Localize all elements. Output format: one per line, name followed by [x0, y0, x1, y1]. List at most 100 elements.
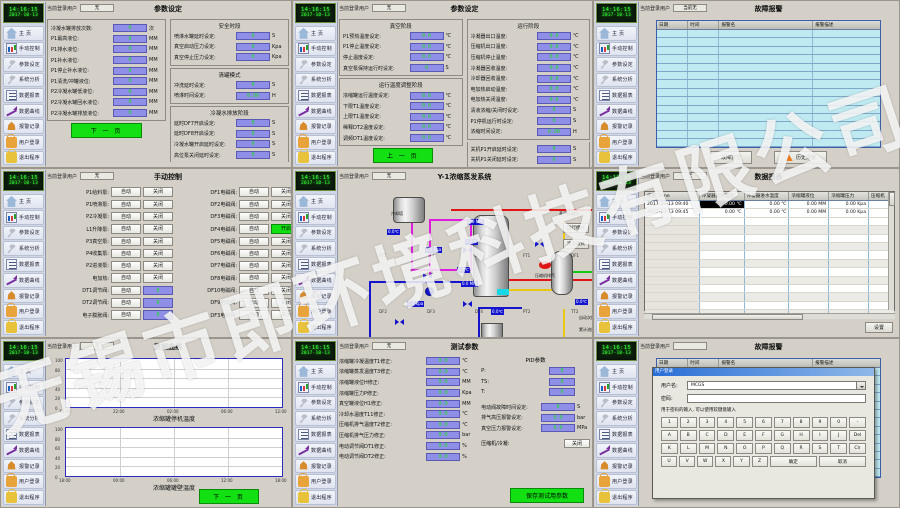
state-toggle-button[interactable]: 关闭 — [271, 261, 291, 271]
auto-mode-button[interactable]: 自动 — [239, 224, 269, 234]
key-o[interactable]: O — [736, 443, 754, 454]
sidebar-item-user-login[interactable]: 用户登录 — [295, 133, 336, 150]
key-c[interactable]: C — [698, 430, 716, 441]
key-n[interactable]: N — [717, 443, 735, 454]
sidebar-item-parameter-settings[interactable]: 参数设定 — [596, 395, 637, 411]
sidebar-item-alarm-record[interactable]: 报警记录 — [596, 119, 637, 134]
value-field[interactable]: 0.0 — [426, 431, 461, 440]
key-8[interactable]: 8 — [792, 417, 810, 428]
sidebar-item-alarm-record[interactable]: 报警记录 — [3, 119, 44, 134]
sidebar-item-user-login[interactable]: 用户登录 — [596, 303, 637, 320]
state-toggle-button[interactable]: 关闭 — [143, 248, 173, 259]
sidebar-item-manual-control[interactable]: 手动控制 — [295, 209, 336, 225]
value-field[interactable]: 0.0 — [409, 42, 444, 51]
settings-button[interactable]: 设置 — [864, 322, 893, 333]
table-row[interactable]: 2017-10-13 09:40 0.00 ℃ 0.00 ℃ 0.00 MM 0.00 … — [645, 201, 894, 210]
key-i[interactable]: I — [811, 430, 829, 441]
sidebar-item-system-analysis[interactable]: 系统分析 — [3, 72, 44, 88]
value-field[interactable]: 0.00 — [537, 127, 571, 136]
auto-mode-button[interactable]: 自动 — [111, 285, 141, 296]
virtual-keyboard[interactable]: 1 2 3 4 5 6 7 8 9 0- A B C D E F G H I J Del K L M N O P Q R S T Clr U V W… — [661, 417, 866, 467]
run-mode-button[interactable]: 运行模式 — [563, 223, 589, 233]
sidebar-item-data-report[interactable]: 数据报表 — [596, 427, 637, 442]
table-row[interactable] — [657, 122, 880, 131]
sidebar-item-system-analysis[interactable]: 系统分析 — [596, 411, 637, 427]
state-toggle-button[interactable]: 关闭 — [271, 298, 291, 308]
state-toggle-button[interactable]: 关闭 — [271, 273, 291, 283]
sidebar-item-data-report[interactable]: 数据报表 — [596, 88, 637, 103]
process-flow-diagram[interactable]: 冷却塔 0.0℃ 0.0 MM 0.0℃ 0.0 Kpa 0.0℃ 0.0 MM 压缩机排气 0… — [339, 189, 592, 337]
valve-df3[interactable] — [463, 301, 472, 307]
key-3[interactable]: 3 — [698, 417, 716, 428]
user-value-box[interactable]: 无 — [372, 4, 407, 12]
vertical-scrollbar[interactable] — [888, 192, 895, 310]
value-field[interactable]: 0 — [113, 66, 147, 75]
sidebar-item-user-login[interactable]: 用户登录 — [295, 473, 336, 490]
username-select[interactable]: MCGS — [687, 381, 866, 390]
sidebar-item-system-analysis[interactable]: 系统分析 — [596, 72, 637, 88]
auto-mode-button[interactable]: 自动 — [111, 310, 141, 320]
auto-mode-button[interactable]: 自动 — [239, 199, 269, 210]
table-row[interactable] — [645, 293, 894, 302]
value-field[interactable]: 0.0 — [409, 102, 444, 111]
value-field[interactable]: 0 — [549, 377, 575, 386]
sidebar-item-alarm-record[interactable]: 报警记录 — [596, 458, 637, 474]
sidebar-item-parameter-settings[interactable]: 参数设定 — [3, 395, 44, 411]
value-field[interactable]: 0.0 — [537, 42, 571, 51]
value-field[interactable]: 0 — [549, 388, 575, 397]
sidebar-item-manual-control[interactable]: 手动控制 — [3, 209, 44, 225]
table-row[interactable] — [657, 105, 880, 114]
sidebar-item-home[interactable]: 主 页 — [295, 364, 336, 379]
key--[interactable]: - — [849, 417, 866, 428]
key-t[interactable]: T — [830, 443, 848, 454]
sidebar-item-system-analysis[interactable]: 系统分析 — [295, 411, 336, 427]
table-row[interactable] — [645, 234, 894, 243]
state-toggle-button[interactable]: 开启 — [271, 224, 291, 234]
state-toggle-button[interactable]: 关闭 — [271, 310, 291, 320]
sidebar-item-exit[interactable]: 退出程序 — [295, 319, 336, 336]
sidebar-item-system-analysis[interactable]: 系统分析 — [596, 241, 637, 257]
sidebar-item-data-report[interactable]: 数据报表 — [295, 88, 336, 103]
user-value-box[interactable]: 当前无 — [673, 4, 708, 12]
value-field[interactable]: 0.0 — [426, 357, 461, 366]
sidebar-item-parameter-settings[interactable]: 参数设定 — [596, 225, 637, 241]
separator[interactable] — [481, 323, 503, 337]
sidebar-item-alarm-record[interactable]: 报警记录 — [295, 288, 336, 304]
sidebar-item-data-curve[interactable]: 数据曲线 — [596, 103, 637, 119]
auto-mode-button[interactable]: 自动 — [239, 211, 269, 222]
compressor-toggle-button[interactable]: 关闭 — [564, 438, 590, 449]
sidebar-item-manual-control[interactable]: 手动控制 — [596, 209, 637, 225]
user-value-box[interactable]: 无 — [80, 172, 115, 180]
trend-chart-2[interactable]: 100 80 60 40 20 0 18:00 00:00 06:00 12:00 18:00 — [55, 427, 287, 483]
value-field[interactable]: 0.0 — [537, 32, 571, 41]
table-row[interactable] — [657, 80, 880, 89]
diagram-value-label[interactable]: 0.0℃ — [491, 309, 504, 315]
state-toggle-button[interactable]: 关闭 — [271, 211, 291, 222]
table-row[interactable] — [657, 46, 880, 56]
value-field[interactable]: 0.0 — [426, 399, 461, 408]
alarm-table[interactable]: 日期 时间 报警名 报警描述 — [656, 20, 881, 149]
sidebar-item-user-login[interactable]: 用户登录 — [3, 473, 44, 490]
auto-mode-button[interactable]: 自动 — [239, 298, 269, 308]
sidebar-item-exit[interactable]: 退出程序 — [3, 489, 44, 506]
table-row[interactable] — [645, 242, 894, 252]
key-d[interactable]: D — [717, 430, 735, 441]
next-page-button[interactable]: 下 一 页 — [71, 123, 142, 139]
value-field[interactable]: 0 — [549, 367, 575, 376]
value-field[interactable]: 0 — [236, 140, 270, 149]
value-field[interactable]: 0.0 — [426, 367, 461, 376]
value-field[interactable]: 0.0 — [537, 74, 571, 83]
diagram-value-label[interactable]: 0.0℃ — [465, 239, 478, 245]
value-field[interactable]: 0.0 — [537, 64, 571, 73]
next-page-button[interactable]: 下 一 页 — [199, 489, 259, 504]
value-field[interactable]: 0 — [537, 117, 571, 126]
sidebar-item-data-curve[interactable]: 数据曲线 — [596, 442, 637, 458]
key-clr[interactable]: Clr — [849, 443, 866, 454]
value-field[interactable]: 0 — [113, 45, 147, 54]
sidebar-item-data-curve[interactable]: 数据曲线 — [3, 442, 44, 458]
alarm-reset-button[interactable]: 故障复位 — [709, 151, 752, 165]
sidebar-item-home[interactable]: 主 页 — [596, 364, 637, 379]
sidebar-item-user-login[interactable]: 用户登录 — [596, 133, 637, 150]
state-toggle-button[interactable]: 关闭 — [143, 211, 173, 222]
password-input[interactable] — [687, 394, 866, 403]
